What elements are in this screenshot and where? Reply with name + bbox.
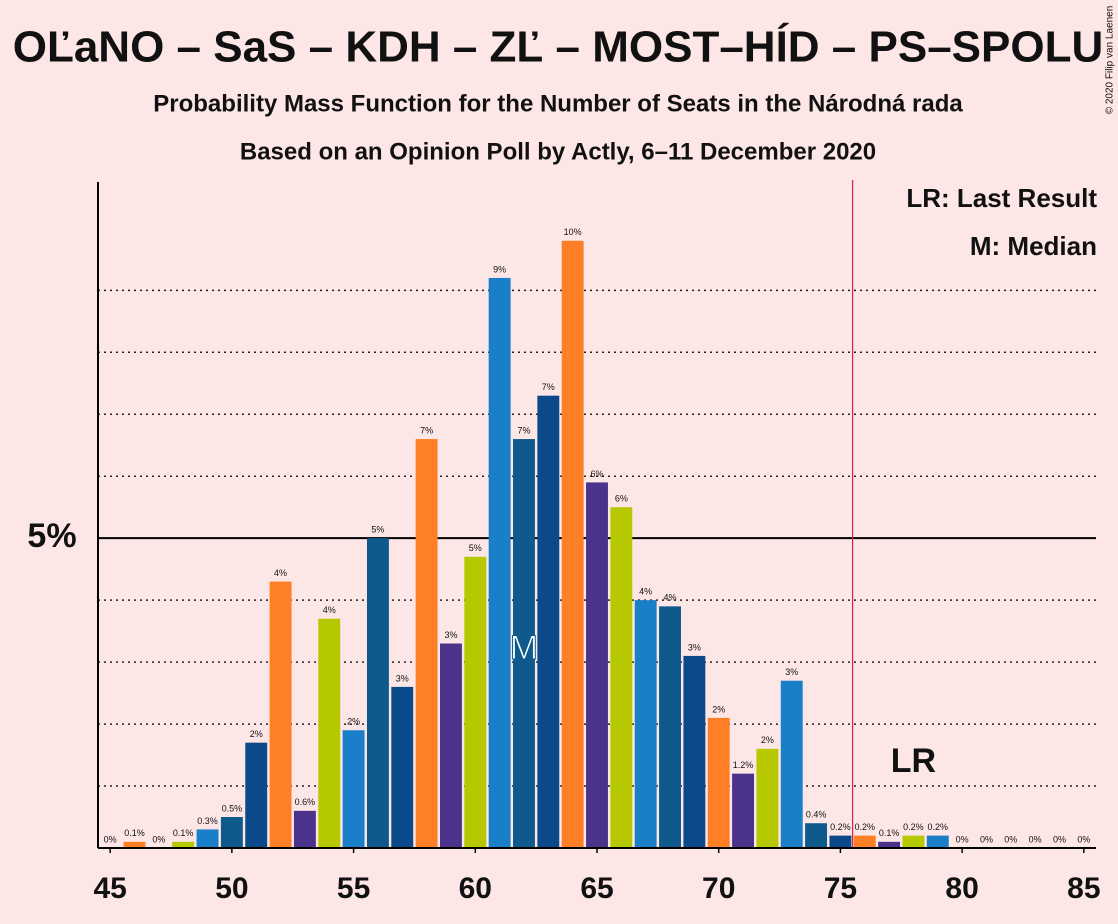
x-tick-label: 75 <box>824 872 857 905</box>
bar <box>366 538 389 848</box>
legend-entry: LR: Last Result <box>906 183 1097 213</box>
bar <box>488 277 511 848</box>
value-label: 0.2% <box>854 822 875 832</box>
value-label: 0% <box>980 834 993 844</box>
value-label: 2% <box>761 735 774 745</box>
value-label: 0.4% <box>806 810 827 820</box>
bar <box>902 835 925 848</box>
bar <box>926 835 949 848</box>
value-label: 4% <box>664 593 677 603</box>
value-label: 0.2% <box>928 822 949 832</box>
median-marker: M <box>510 629 538 667</box>
value-label: 9% <box>493 264 506 274</box>
value-label: 7% <box>542 382 555 392</box>
x-tick-label: 50 <box>215 872 248 905</box>
y-tick-label: 5% <box>27 517 76 555</box>
bar <box>269 581 292 848</box>
bar <box>439 643 462 848</box>
value-label: 6% <box>590 469 603 479</box>
bar <box>610 507 633 848</box>
bar <box>537 395 560 848</box>
value-label: 0.6% <box>295 797 316 807</box>
bar <box>318 618 341 848</box>
bar <box>293 810 316 848</box>
bar <box>342 730 365 848</box>
value-label: 0% <box>1029 834 1042 844</box>
copyright: © 2020 Filip van Laenen <box>1105 6 1116 115</box>
value-label: 5% <box>371 525 384 535</box>
value-label: 4% <box>274 568 287 578</box>
x-tick-label: 60 <box>459 872 492 905</box>
bar <box>805 823 828 848</box>
x-tick-label: 85 <box>1067 872 1100 905</box>
chart-title: OĽaNO – SaS – KDH – ZĽ – MOST–HÍD – PS–S… <box>13 22 1104 72</box>
value-label: 0% <box>104 834 117 844</box>
value-label: 1.2% <box>733 760 754 770</box>
bar <box>561 240 584 848</box>
value-label: 0.5% <box>222 803 243 813</box>
bar <box>878 841 901 848</box>
value-label: 2% <box>347 717 360 727</box>
bar <box>756 748 779 848</box>
value-label: 3% <box>444 630 457 640</box>
bar <box>196 829 219 848</box>
bar <box>586 482 608 848</box>
bar <box>391 686 414 848</box>
bar <box>513 439 535 848</box>
bar <box>634 600 657 848</box>
x-tick-label: 45 <box>93 872 126 905</box>
bar <box>659 606 681 848</box>
value-label: 0.1% <box>879 828 900 838</box>
value-label: 0.2% <box>903 822 924 832</box>
bar <box>245 742 268 848</box>
value-label: 5% <box>469 543 482 553</box>
bar <box>853 835 876 848</box>
x-tick-label: 80 <box>945 872 978 905</box>
legend-entry: M: Median <box>970 231 1097 261</box>
value-label: 0.2% <box>830 822 851 832</box>
value-label: 4% <box>639 587 652 597</box>
value-label: 3% <box>688 642 701 652</box>
value-label: 6% <box>615 494 628 504</box>
value-label: 0.1% <box>173 828 194 838</box>
bar <box>220 817 243 848</box>
bar <box>172 841 195 848</box>
x-tick-label: 70 <box>702 872 735 905</box>
bar <box>683 655 706 848</box>
value-label: 10% <box>564 227 582 237</box>
value-label: 7% <box>420 425 433 435</box>
value-label: 0.3% <box>197 816 218 826</box>
value-label: 2% <box>712 704 725 714</box>
bar <box>829 835 852 848</box>
bar <box>464 556 487 848</box>
last-result-label: LR <box>891 742 936 780</box>
bar <box>732 773 755 848</box>
bar <box>123 841 146 848</box>
bar <box>780 680 803 848</box>
bar <box>707 717 730 848</box>
value-label: 0.1% <box>124 828 145 838</box>
x-tick-label: 55 <box>337 872 370 905</box>
value-label: 4% <box>323 605 336 615</box>
value-label: 0% <box>1053 834 1066 844</box>
value-label: 7% <box>517 425 530 435</box>
x-tick-label: 65 <box>580 872 613 905</box>
value-label: 2% <box>250 729 263 739</box>
subtitle: Probability Mass Function for the Number… <box>153 90 963 117</box>
value-label: 0% <box>152 834 165 844</box>
value-label: 0% <box>1077 834 1090 844</box>
bar <box>415 439 438 848</box>
subtitle: Based on an Opinion Poll by Actly, 6–11 … <box>240 138 876 165</box>
value-label: 3% <box>785 667 798 677</box>
value-label: 0% <box>1004 834 1017 844</box>
value-label: 3% <box>396 673 409 683</box>
value-label: 0% <box>956 834 969 844</box>
